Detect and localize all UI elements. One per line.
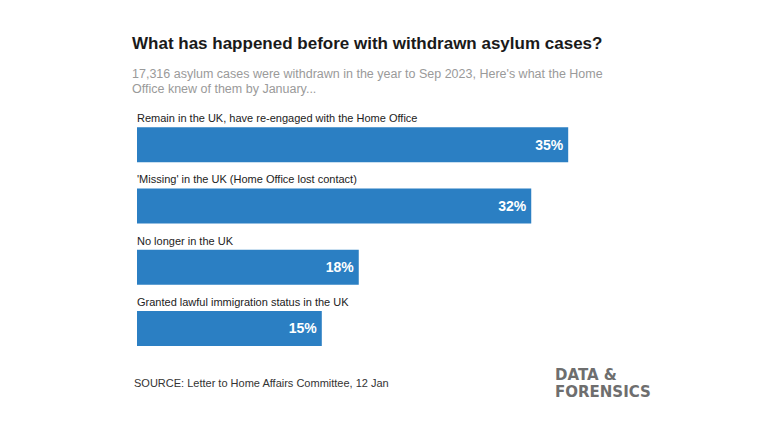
svg-text:15%: 15% <box>289 320 318 336</box>
svg-text:'Missing' in the UK (Home Offi: 'Missing' in the UK (Home Office lost co… <box>137 173 357 185</box>
svg-text:17,316 asylum cases were withd: 17,316 asylum cases were withdrawn in th… <box>132 67 606 81</box>
svg-text:35%: 35% <box>535 137 564 153</box>
svg-text:SOURCE: Letter to Home Affairs: SOURCE: Letter to Home Affairs Committee… <box>134 377 389 389</box>
svg-text:32%: 32% <box>498 198 527 214</box>
svg-text:What has happened before with: What has happened before with withdrawn … <box>132 34 602 53</box>
svg-text:Granted lawful immigration sta: Granted lawful immigration status in the… <box>137 296 349 308</box>
svg-text:DATA &: DATA & <box>555 366 617 384</box>
svg-text:Remain in the UK, have re-enga: Remain in the UK, have re-engaged with t… <box>137 112 417 124</box>
svg-text:Office knew of them by January: Office knew of them by January... <box>132 82 316 96</box>
svg-text:FORENSICS: FORENSICS <box>555 383 651 401</box>
svg-text:18%: 18% <box>326 259 355 275</box>
svg-text:No longer in the UK: No longer in the UK <box>137 235 234 247</box>
